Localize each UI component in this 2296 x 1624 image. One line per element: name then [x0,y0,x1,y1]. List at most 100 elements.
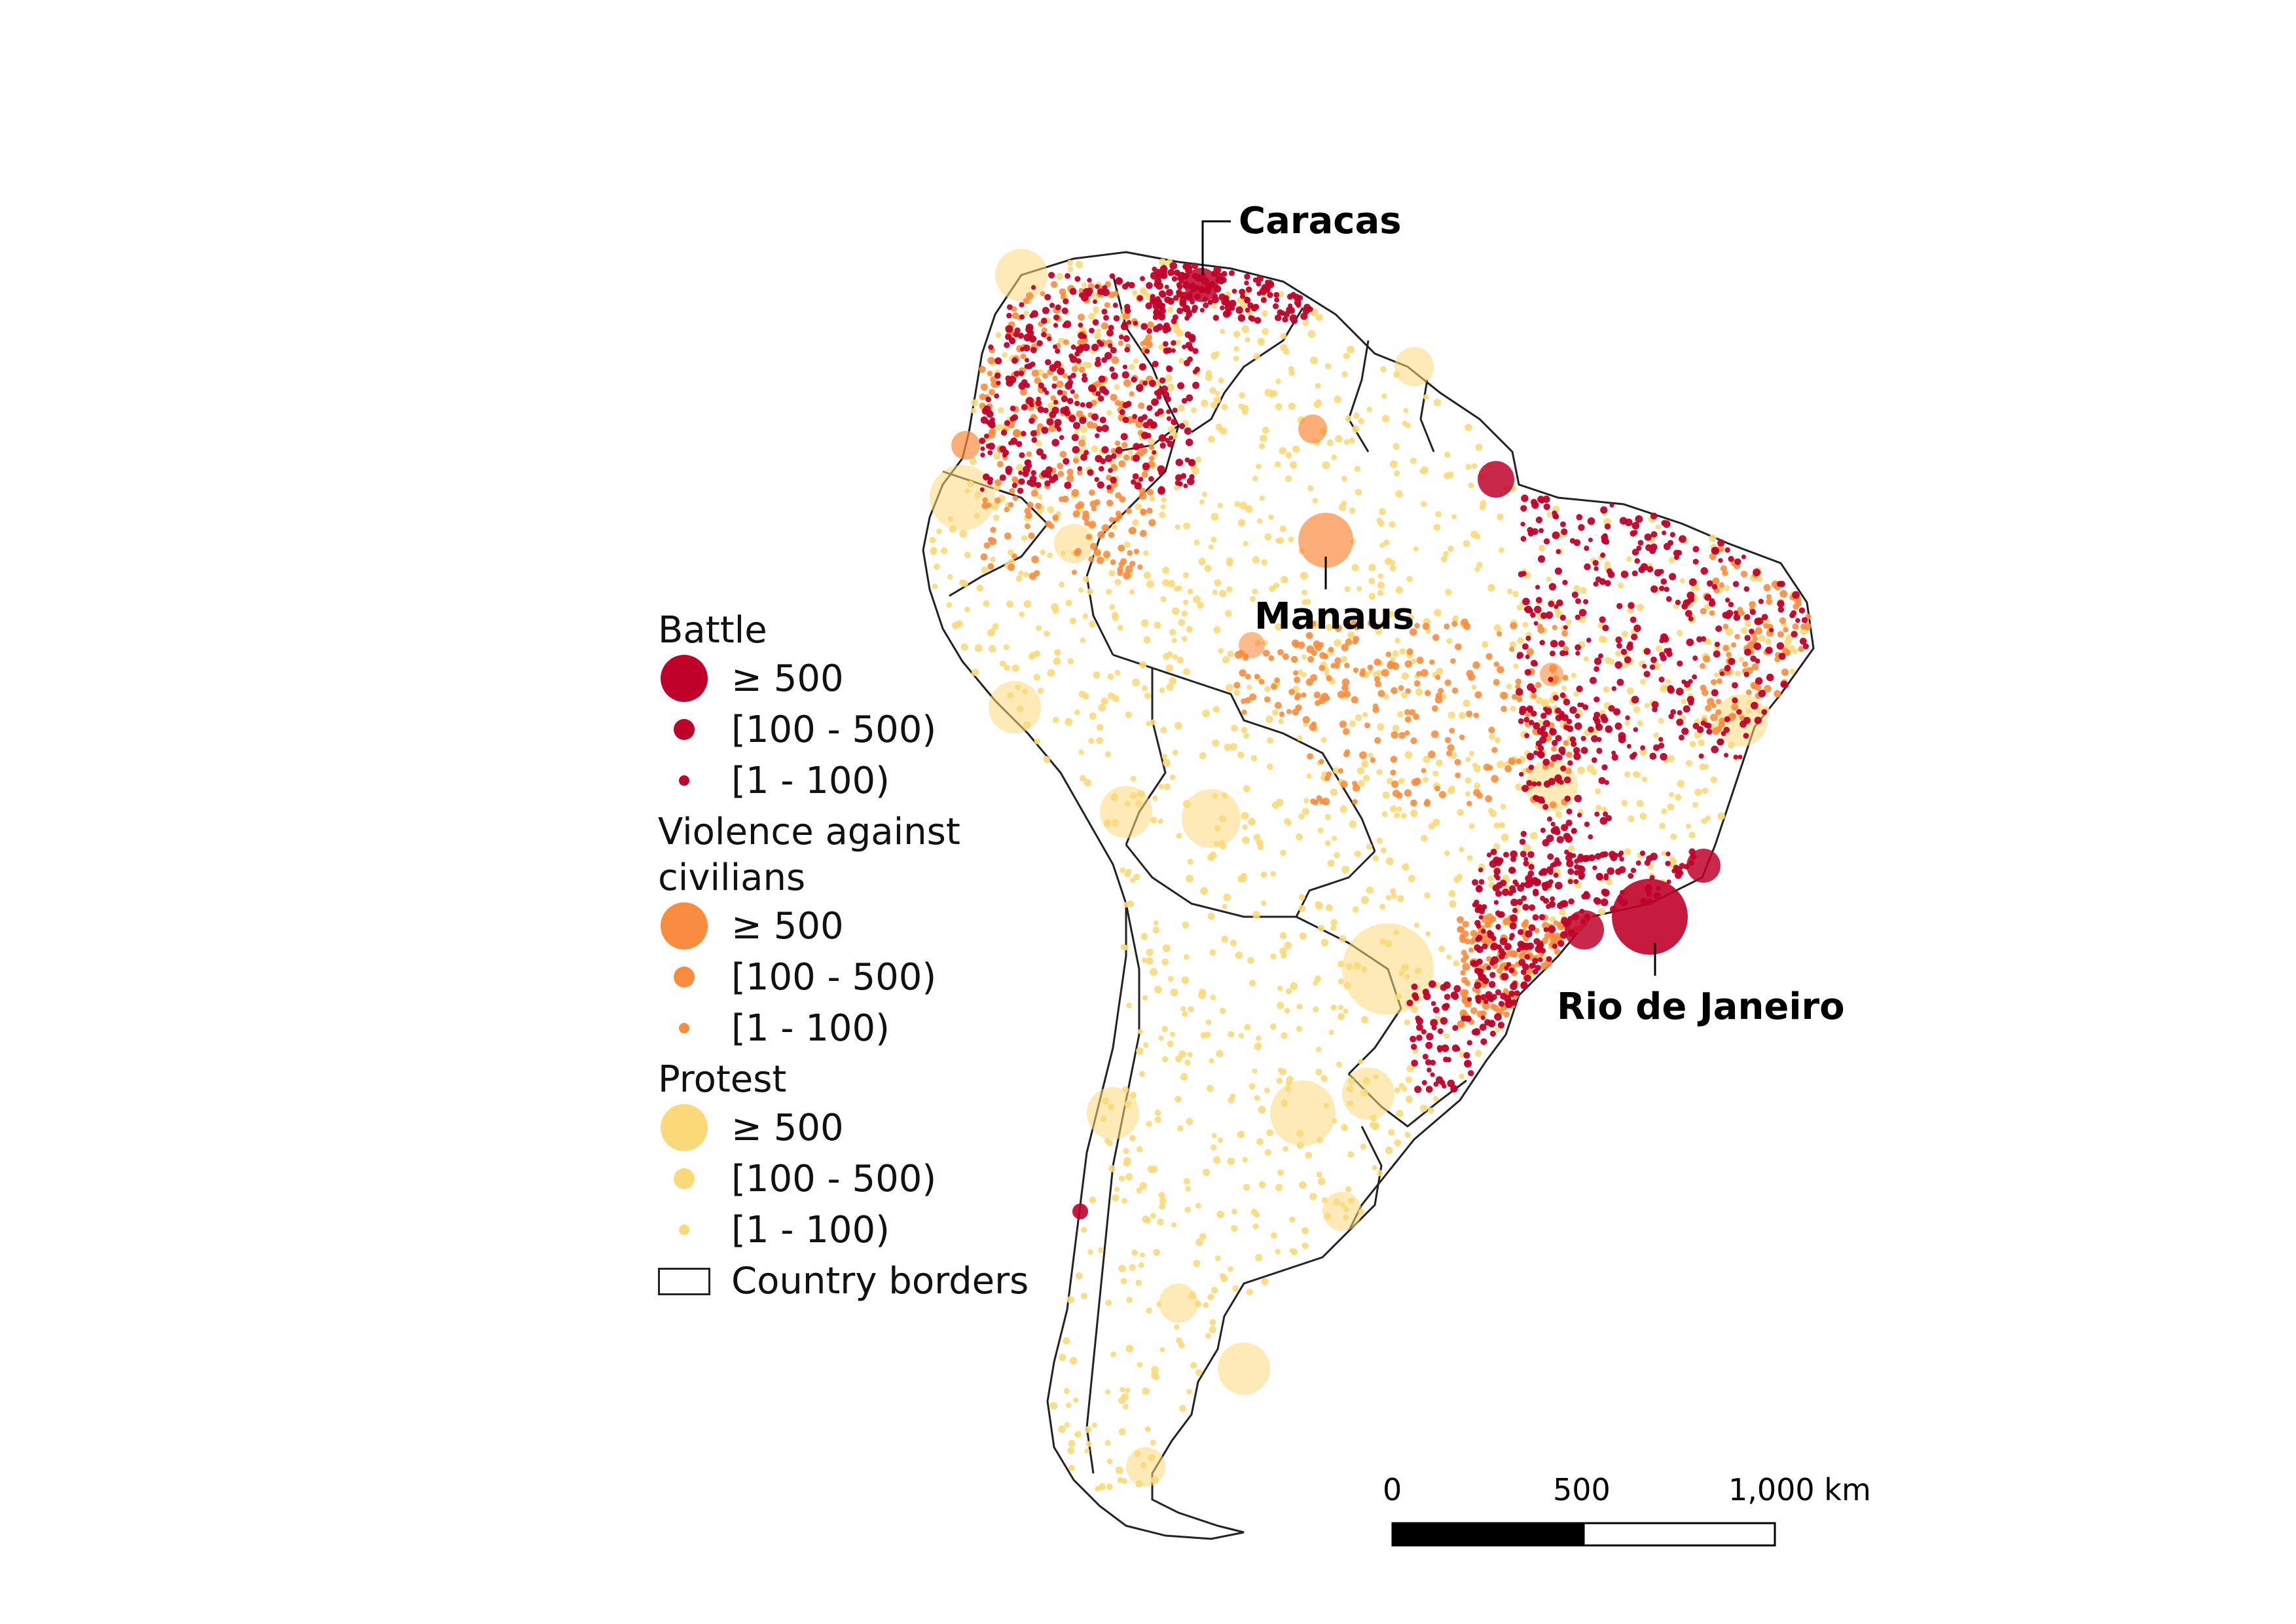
event-dot [1552,625,1558,631]
event-dot [1041,331,1047,338]
event-dot [1300,572,1308,580]
event-dot [1531,781,1537,787]
event-dot [1059,1354,1066,1361]
event-dot [1424,892,1430,899]
event-dot [1624,848,1631,856]
event-dot [1370,757,1376,764]
event-dot [1653,732,1660,739]
event-dot [1305,632,1313,639]
event-dot [1221,935,1229,943]
event-dot [1123,379,1131,387]
event-dot [1368,578,1376,585]
event-dot [1633,727,1639,733]
event-dot [1725,628,1734,636]
event-dot [1466,800,1472,807]
event-dot [1425,1041,1433,1049]
event-dot [1244,273,1250,280]
event-dot [1131,289,1138,296]
event-dot [1010,405,1016,412]
event-dot [1244,297,1251,304]
event-dot [1450,658,1456,664]
event-dot [1082,693,1089,700]
event-dot [1270,683,1277,690]
event-dot [1282,316,1288,323]
event-dot [1088,521,1097,528]
event-dot [1004,333,1011,341]
event-dot [1343,1008,1349,1014]
event-dot [1075,1272,1083,1280]
event-dot [969,457,977,466]
event-dot [1123,541,1131,548]
event-dot [1119,409,1125,415]
event-dot [1679,578,1686,583]
event-dot [1461,957,1467,963]
event-dot [1176,656,1184,664]
event-dot [1465,791,1471,797]
event-dot [1404,789,1412,797]
event-dot [1347,346,1355,354]
event-dot [1178,423,1186,430]
event-dot [1046,418,1054,426]
event-dot [1463,540,1470,547]
event-dot [1720,565,1727,572]
event-dot [1590,769,1597,775]
event-dot [1347,1151,1355,1158]
event-dot [1360,896,1369,904]
event-dot [1165,325,1172,333]
event-dot [1330,788,1338,796]
event-dot [1401,813,1407,819]
event-dot [1167,580,1175,588]
event-dot [1635,860,1641,866]
event-dot [1269,1023,1277,1030]
event-dot [1358,417,1364,424]
event-dot [1405,1076,1413,1083]
event-dot [1288,303,1293,308]
event-dot [1561,630,1568,637]
event-dot [1732,697,1738,704]
legend-row: [100 - 500) [658,952,1116,1003]
event-dot [1036,507,1044,515]
event-dot [1410,1043,1417,1050]
event-dot [1017,332,1024,339]
event-dot [1600,714,1607,721]
event-dot [1385,651,1392,657]
event-dot [1252,277,1258,283]
event-dot [1595,724,1603,731]
event-dot [1395,586,1403,594]
event-dot [1374,658,1381,666]
event-dot [980,452,985,458]
event-dot [1594,897,1601,905]
event-dot [1057,389,1063,396]
event-dot [1564,795,1571,802]
event-dot [1150,293,1156,300]
event-dot [1634,558,1641,564]
event-dot [1430,730,1439,739]
event-dot [1315,1046,1322,1052]
event-dot [1214,351,1220,357]
event-dot [1717,812,1726,821]
event-dot [1094,360,1102,367]
event-dot [1171,348,1176,353]
event-dot [1109,273,1116,279]
event-dot [1524,605,1533,614]
event-dot [1252,1223,1259,1230]
event-dot [1608,705,1615,712]
event-dot [1425,931,1431,937]
event-dot [1480,1038,1487,1045]
event-dot [989,421,996,429]
event-dot [983,434,989,439]
event-dot [1520,536,1527,542]
event-dot [1745,689,1752,695]
event-dot [1764,684,1772,693]
event-dot [1237,519,1246,527]
event-dot [1142,995,1148,1001]
event-dot [1514,990,1520,996]
event-dot [1279,1068,1286,1076]
event-dot [1212,314,1219,322]
event-dot [1123,1160,1130,1167]
event-dot [1377,589,1384,597]
event-dot [1509,646,1515,652]
event-dot [1264,388,1273,397]
event-dot [1134,482,1142,490]
event-dot [1476,561,1483,568]
